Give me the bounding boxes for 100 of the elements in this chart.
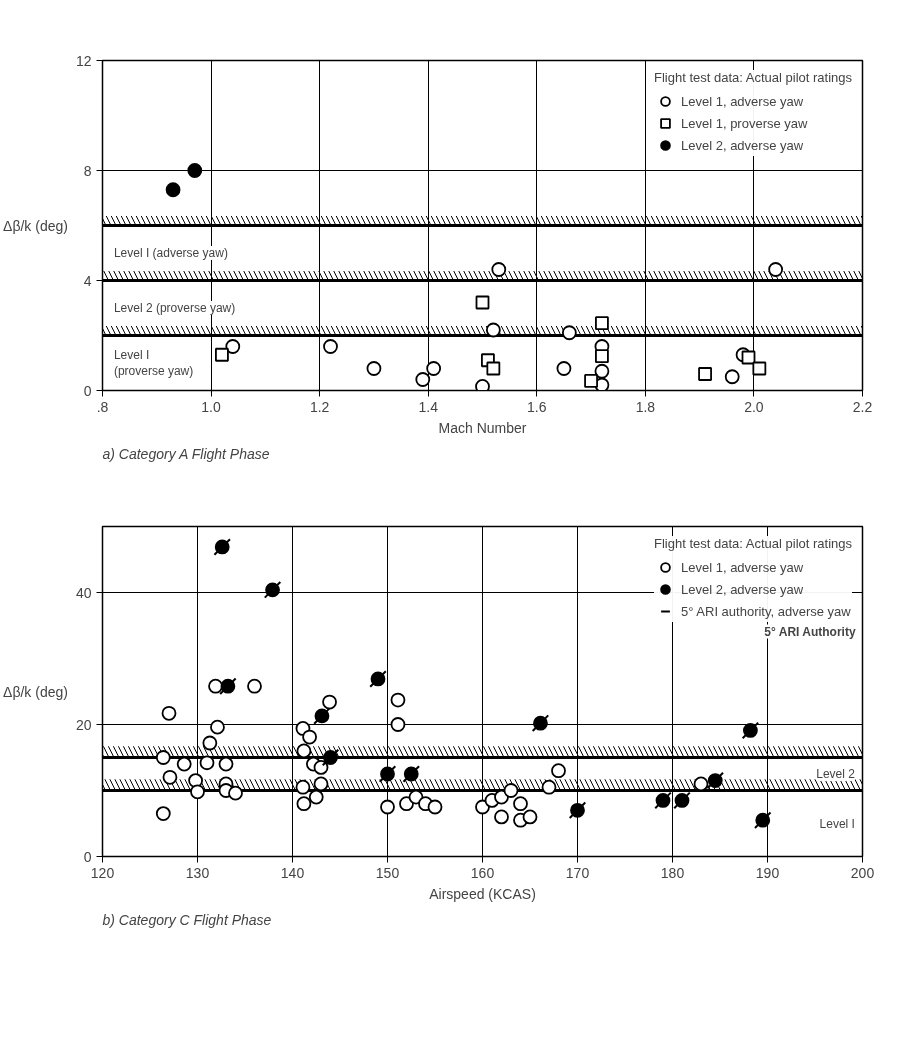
- y-tick-label: 8: [83, 162, 92, 179]
- point: [208, 678, 223, 694]
- legend-label: Level 1, adverse yaw: [681, 92, 804, 111]
- point: [162, 769, 178, 785]
- point: [503, 783, 519, 798]
- point: [308, 789, 324, 805]
- x-tick-label: 2.0: [744, 398, 764, 415]
- point: [190, 784, 205, 800]
- point: [155, 806, 171, 821]
- point: [513, 796, 528, 812]
- annotation: 5° ARI Authority: [764, 624, 856, 639]
- point: [323, 339, 338, 354]
- point: [296, 796, 312, 812]
- point: [390, 717, 406, 732]
- point: [522, 809, 538, 825]
- x-tick-label: 2.2: [852, 398, 873, 415]
- point: [427, 799, 443, 815]
- point: [698, 367, 712, 381]
- point: [485, 322, 501, 338]
- point: [491, 262, 507, 277]
- point: [313, 760, 329, 775]
- x-tick-label: 130: [185, 864, 210, 881]
- legend-label: 5° ARI authority, adverse yaw: [681, 602, 851, 621]
- point: [561, 325, 577, 341]
- x-tick-label: 1.8: [635, 398, 656, 415]
- x-axis-title: Mach Number: [438, 419, 527, 436]
- text: a) Category A Flight Phase: [102, 445, 270, 462]
- legend-title: Flight test data: Actual pilot ratings: [654, 536, 852, 551]
- point: [366, 361, 382, 376]
- x-tick-label: 200: [850, 864, 875, 881]
- point: [494, 809, 509, 825]
- point: [322, 694, 337, 710]
- x-tick-label: 120: [90, 864, 115, 881]
- annotation: Level I (proverse yaw): [113, 347, 194, 379]
- y-tick-label: 0: [83, 848, 92, 865]
- annotation: Level 2: [816, 767, 856, 781]
- point: [165, 182, 181, 198]
- x-axis-title: Airspeed (KCAS): [429, 885, 536, 902]
- point: [187, 163, 203, 178]
- point: [752, 361, 767, 376]
- legend-title: Flight test data: Actual pilot ratings: [654, 70, 852, 85]
- point: [768, 262, 784, 277]
- y-axis-title: Δβ/k (deg): [3, 217, 68, 234]
- point: [595, 349, 609, 364]
- point: [541, 779, 557, 795]
- point: [426, 361, 442, 376]
- y-tick-label: 20: [75, 716, 92, 733]
- legend-label: Level 2, adverse yaw: [681, 580, 804, 599]
- point: [247, 678, 262, 694]
- point: [475, 378, 490, 391]
- y-tick-label: 12: [75, 52, 92, 69]
- annotation: Level I (adverse yaw): [113, 246, 228, 260]
- point: [595, 316, 609, 331]
- y-axis-title: Δβ/k (deg): [3, 683, 68, 700]
- x-tick-label: 170: [565, 864, 590, 881]
- point: [693, 776, 709, 792]
- point: [296, 743, 312, 759]
- point: [399, 796, 414, 812]
- x-tick-label: .8: [96, 398, 109, 415]
- legend-label: Level 2, adverse yaw: [681, 136, 804, 155]
- x-tick-label: 1.4: [418, 398, 439, 415]
- point: [556, 361, 572, 376]
- x-tick-label: 1.0: [201, 398, 222, 415]
- point: [210, 719, 225, 735]
- point: [155, 750, 171, 765]
- x-tick-label: 140: [280, 864, 305, 881]
- point: [218, 756, 234, 772]
- point: [225, 339, 241, 354]
- y-tick-label: 40: [75, 584, 92, 601]
- point: [594, 363, 610, 379]
- y-tick-label: 0: [83, 382, 92, 399]
- point: [202, 735, 218, 751]
- legend-label: Level 1, proverse yaw: [681, 114, 808, 133]
- point: [475, 295, 490, 310]
- x-tick-label: 1.2: [309, 398, 330, 415]
- point: [199, 755, 215, 771]
- legend-label: Level 1, adverse yaw: [681, 558, 804, 577]
- y-tick-label: 4: [83, 272, 92, 289]
- point: [380, 799, 395, 815]
- x-tick-label: 190: [755, 864, 780, 881]
- x-tick-label: 1.6: [527, 398, 547, 415]
- x-tick-label: 160: [470, 864, 495, 881]
- annotation: Level I: [819, 816, 855, 831]
- x-tick-label: 180: [660, 864, 685, 881]
- point: [584, 373, 598, 388]
- point: [228, 785, 243, 801]
- point: [390, 692, 406, 708]
- point: [313, 776, 329, 792]
- point: [551, 763, 566, 779]
- point: [215, 347, 229, 362]
- point: [302, 729, 317, 745]
- text: b) Category C Flight Phase: [102, 911, 272, 928]
- point: [486, 361, 501, 376]
- point: [415, 372, 431, 387]
- point: [161, 705, 177, 721]
- annotation: Level 2 (proverse yaw): [113, 301, 236, 315]
- x-tick-label: 150: [375, 864, 400, 881]
- point: [295, 779, 311, 795]
- point: [176, 756, 192, 772]
- point: [724, 369, 740, 385]
